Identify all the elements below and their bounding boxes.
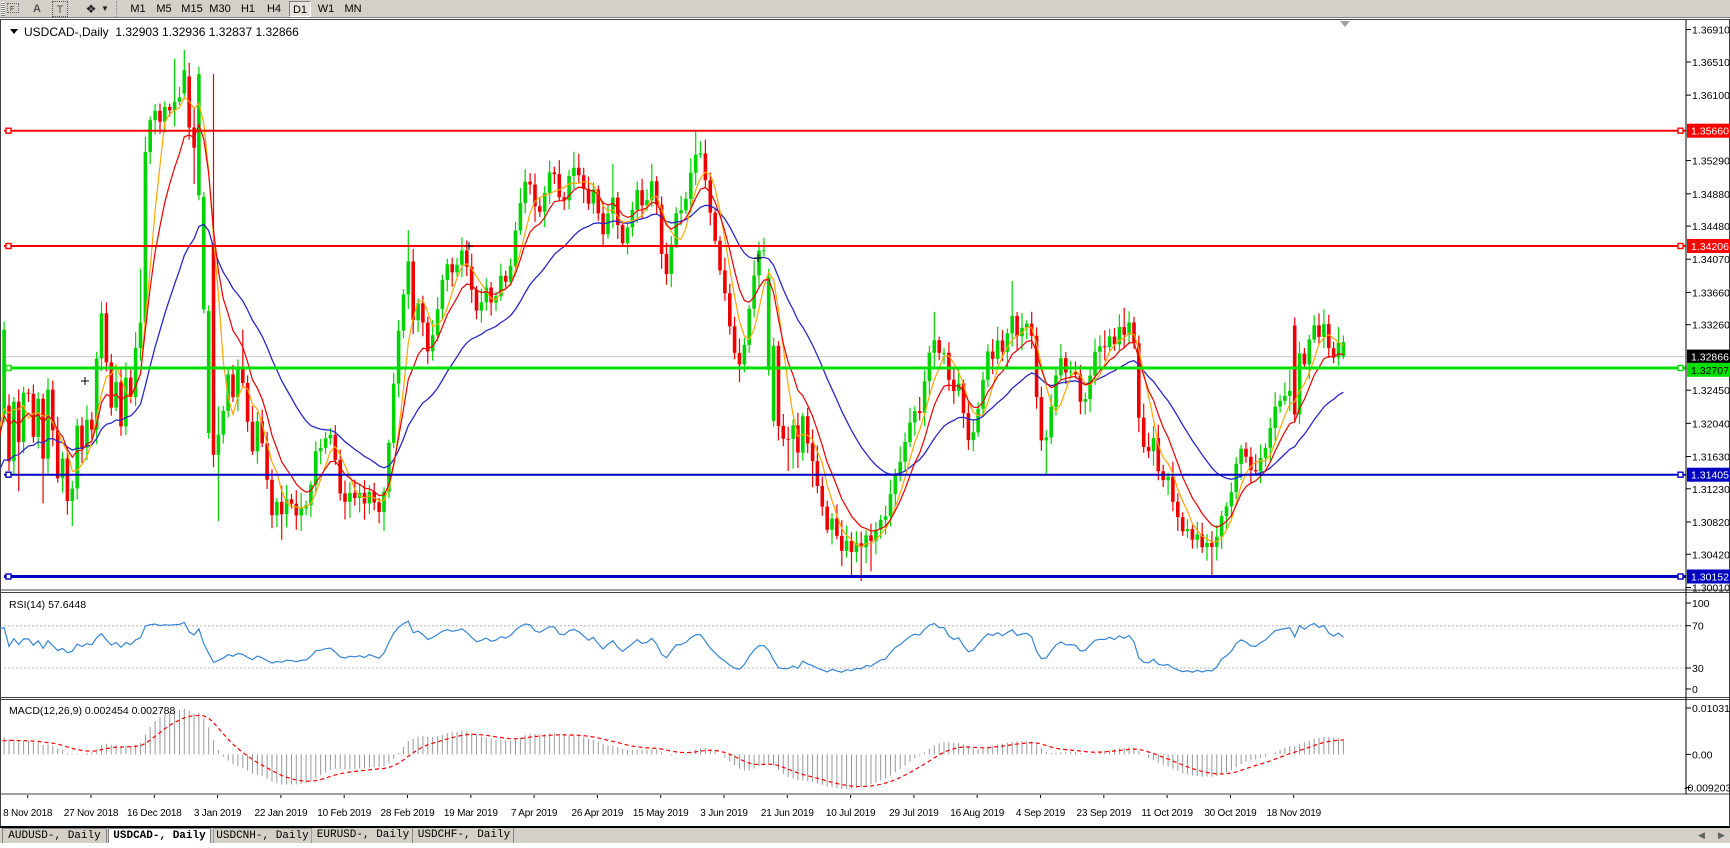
svg-text:3 Jan 2019: 3 Jan 2019 [194, 808, 242, 819]
svg-text:1.34206: 1.34206 [1691, 241, 1729, 253]
svg-text:1.31405: 1.31405 [1691, 470, 1729, 482]
svg-text:10 Jul 2019: 10 Jul 2019 [826, 808, 876, 819]
svg-text:27 Nov 2018: 27 Nov 2018 [64, 808, 119, 819]
svg-text:1.32707: 1.32707 [1691, 365, 1729, 377]
svg-text:16 Aug 2019: 16 Aug 2019 [950, 808, 1005, 819]
svg-text:-0.009203: -0.009203 [1684, 783, 1730, 795]
svg-text:RSI(14) 57.6448: RSI(14) 57.6448 [9, 599, 86, 611]
svg-text:7 Apr 2019: 7 Apr 2019 [511, 808, 558, 819]
svg-text:MACD(12,26,9) 0.002454 0.00278: MACD(12,26,9) 0.002454 0.002788 [9, 705, 176, 717]
svg-text:1.35290: 1.35290 [1692, 156, 1730, 168]
svg-text:23 Sep 2019: 23 Sep 2019 [1077, 808, 1132, 819]
svg-text:1.32450: 1.32450 [1692, 385, 1730, 397]
svg-text:1.30152: 1.30152 [1691, 572, 1729, 584]
svg-text:8 Nov 2018: 8 Nov 2018 [3, 808, 53, 819]
svg-text:21 Jun 2019: 21 Jun 2019 [761, 808, 814, 819]
svg-text:100: 100 [1692, 598, 1710, 610]
svg-text:1.32866: 1.32866 [1691, 352, 1729, 364]
svg-text:1.34880: 1.34880 [1692, 189, 1730, 201]
svg-text:1.31230: 1.31230 [1692, 484, 1730, 496]
svg-text:1.35660: 1.35660 [1691, 126, 1729, 138]
svg-text:1.36910: 1.36910 [1692, 25, 1730, 37]
svg-text:1.33260: 1.33260 [1692, 320, 1730, 332]
svg-text:USDCAD-,Daily 1.32903 1.32936: USDCAD-,Daily 1.32903 1.32936 1.32837 1.… [24, 25, 299, 39]
svg-text:70: 70 [1692, 621, 1704, 633]
svg-text:0: 0 [1692, 684, 1698, 696]
svg-text:22 Jan 2019: 22 Jan 2019 [254, 808, 307, 819]
svg-text:19 Mar 2019: 19 Mar 2019 [444, 808, 499, 819]
svg-text:0.00: 0.00 [1692, 749, 1713, 761]
svg-text:1.34070: 1.34070 [1692, 254, 1730, 266]
svg-text:30 Oct 2019: 30 Oct 2019 [1204, 808, 1257, 819]
svg-text:1.30820: 1.30820 [1692, 517, 1730, 529]
svg-text:1.30010: 1.30010 [1692, 583, 1730, 595]
svg-text:4 Sep 2019: 4 Sep 2019 [1016, 808, 1066, 819]
svg-text:1.31630: 1.31630 [1692, 452, 1730, 464]
svg-text:11 Oct 2019: 11 Oct 2019 [1141, 808, 1193, 819]
svg-text:10 Feb 2019: 10 Feb 2019 [317, 808, 372, 819]
svg-text:26 Apr 2019: 26 Apr 2019 [572, 808, 624, 819]
svg-text:0.010311: 0.010311 [1692, 703, 1730, 715]
svg-text:1.30420: 1.30420 [1692, 549, 1730, 561]
svg-text:28 Feb 2019: 28 Feb 2019 [381, 808, 436, 819]
svg-text:30: 30 [1692, 663, 1704, 675]
svg-text:15 May 2019: 15 May 2019 [633, 808, 689, 819]
svg-text:18 Nov 2019: 18 Nov 2019 [1266, 808, 1321, 819]
svg-text:16 Dec 2018: 16 Dec 2018 [127, 808, 182, 819]
svg-text:1.32040: 1.32040 [1692, 418, 1730, 430]
svg-text:1.36510: 1.36510 [1692, 57, 1730, 69]
svg-text:1.33660: 1.33660 [1692, 287, 1730, 299]
svg-text:29 Jul 2019: 29 Jul 2019 [889, 808, 939, 819]
svg-text:1.36100: 1.36100 [1692, 90, 1730, 102]
svg-text:3 Jun 2019: 3 Jun 2019 [700, 808, 748, 819]
svg-text:1.34480: 1.34480 [1692, 221, 1730, 233]
